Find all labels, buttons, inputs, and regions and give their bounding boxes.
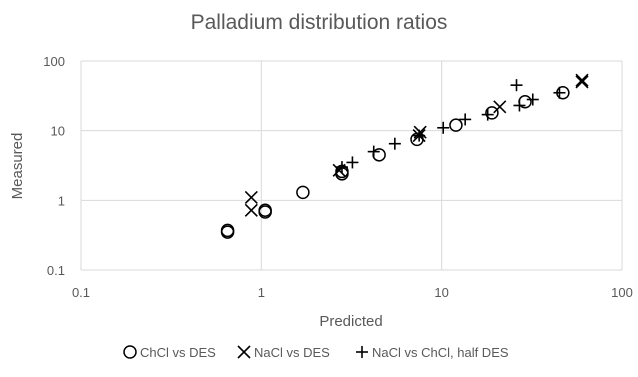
y-tick-label: 10 — [51, 124, 65, 139]
data-point-circle — [449, 118, 463, 132]
data-point-plus — [459, 113, 472, 126]
data-point-plus — [553, 86, 566, 99]
data-point-circle — [296, 185, 310, 200]
data-point-circle — [485, 106, 499, 120]
data-point-x — [244, 203, 258, 217]
legend: ChCl vs DES NaCl vs DES NaCl vs ChCl, half… — [123, 345, 509, 360]
data-point-circle — [258, 203, 272, 218]
data-point-plus — [388, 137, 401, 150]
y-tick-label: 0.1 — [47, 263, 65, 278]
data-point-x — [244, 190, 258, 205]
legend-label: NaCl vs DES — [254, 345, 330, 360]
data-point-plus — [413, 129, 426, 142]
y-tick-label: 1 — [58, 193, 65, 208]
data-point-plus — [346, 156, 359, 169]
data-point-plus — [335, 161, 348, 174]
x-tick-label: 100 — [611, 285, 633, 300]
data-point-x — [575, 75, 589, 89]
data-point-plus — [513, 99, 526, 112]
data-point-plus — [481, 108, 494, 121]
data-point-x — [575, 73, 589, 87]
legend-marker-plus — [356, 346, 368, 358]
x-tick-label: 10 — [434, 285, 448, 300]
y-axis-label: Measured — [9, 133, 26, 200]
legend-label: NaCl vs ChCl, half DES — [372, 345, 509, 360]
x-axis-label: Predicted — [319, 313, 382, 330]
data-points — [220, 73, 589, 239]
data-point-plus — [437, 121, 450, 134]
y-tick-label: 100 — [43, 54, 65, 69]
data-point-x — [332, 163, 346, 177]
tick-labels: 0.1 1 10 100 0.1 1 10 100 — [43, 54, 633, 300]
chart-title: Palladium distribution ratios — [191, 11, 448, 34]
legend-marker-circle — [123, 345, 137, 359]
legend-marker-x — [237, 345, 251, 359]
data-point-plus — [526, 93, 539, 106]
data-point-plus — [510, 79, 523, 92]
legend-label: ChCl vs DES — [140, 345, 216, 360]
data-point-x — [493, 100, 507, 114]
x-tick-label: 0.1 — [72, 285, 90, 300]
grid — [80, 60, 623, 271]
data-point-plus — [367, 145, 380, 158]
x-tick-label: 1 — [258, 285, 265, 300]
data-point-circle — [220, 223, 235, 238]
data-point-circle — [372, 148, 386, 162]
